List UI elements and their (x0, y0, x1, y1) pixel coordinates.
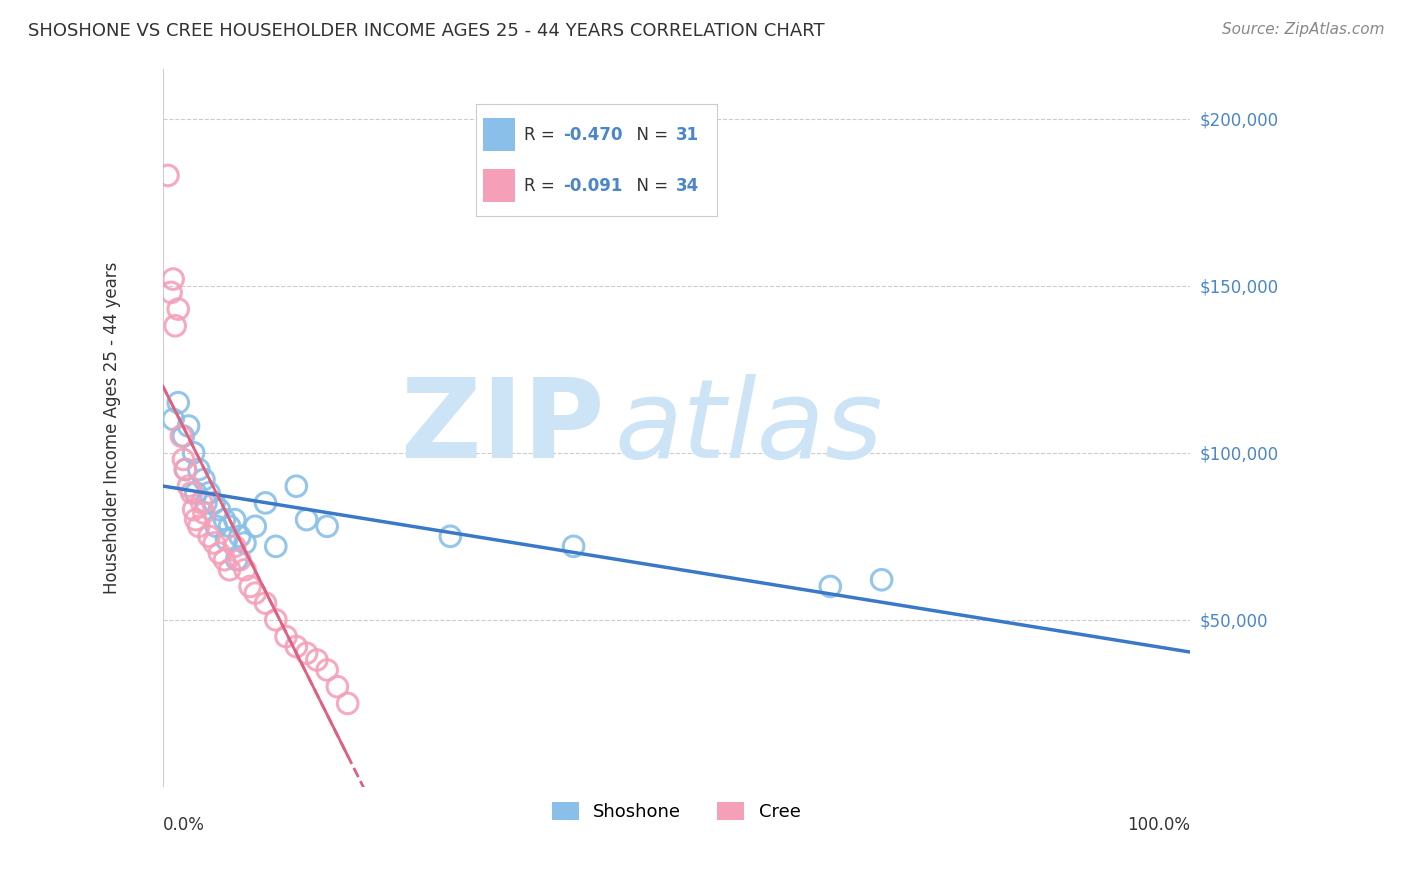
Point (183, 502, 205, 516)
Point (274, 630, 297, 644)
Point (191, 496, 214, 510)
Point (214, 552, 236, 566)
Point (295, 646, 318, 660)
Point (229, 529, 252, 543)
Point (160, 285, 183, 300)
Point (233, 563, 256, 577)
Point (264, 539, 287, 553)
Point (245, 519, 267, 533)
Point (177, 479, 200, 493)
Text: SHOSHONE VS CREE HOUSEHOLDER INCOME AGES 25 - 44 YEARS CORRELATION CHART: SHOSHONE VS CREE HOUSEHOLDER INCOME AGES… (28, 22, 825, 40)
Point (224, 539, 246, 553)
Point (167, 395, 190, 409)
Point (205, 519, 228, 533)
Point (162, 412, 184, 426)
Point (218, 519, 240, 533)
Point (254, 496, 277, 510)
Text: 100.0%: 100.0% (1126, 815, 1189, 834)
Point (562, 539, 585, 553)
Point (174, 462, 197, 476)
Point (208, 546, 231, 560)
Text: Source: ZipAtlas.com: Source: ZipAtlas.com (1222, 22, 1385, 37)
Point (202, 536, 225, 550)
Text: atlas: atlas (614, 375, 883, 481)
Point (177, 419, 200, 434)
Point (316, 519, 339, 533)
Point (239, 579, 262, 593)
Point (214, 513, 236, 527)
Point (233, 536, 256, 550)
Point (224, 513, 246, 527)
Point (193, 473, 215, 487)
Point (439, 529, 461, 543)
Point (305, 653, 328, 667)
Point (218, 563, 240, 577)
Point (295, 513, 318, 527)
Point (245, 586, 267, 600)
Text: ZIP: ZIP (401, 375, 605, 481)
Text: 0.0%: 0.0% (163, 815, 205, 834)
Point (180, 486, 202, 500)
Point (264, 613, 287, 627)
Point (162, 272, 184, 286)
Point (174, 462, 197, 476)
Point (183, 446, 205, 460)
Point (165, 318, 187, 333)
Point (285, 640, 308, 654)
Point (187, 519, 209, 533)
Point (172, 429, 194, 443)
Point (326, 680, 349, 694)
Point (184, 513, 207, 527)
Point (208, 502, 231, 516)
Point (194, 496, 217, 510)
Point (184, 486, 207, 500)
Point (198, 529, 221, 543)
Point (254, 596, 277, 610)
Text: Householder Income Ages 25 - 44 years: Householder Income Ages 25 - 44 years (103, 261, 121, 594)
Point (336, 697, 359, 711)
Legend: Shoshone, Cree: Shoshone, Cree (544, 795, 808, 828)
Point (187, 462, 209, 476)
Point (225, 552, 247, 566)
Point (193, 506, 215, 520)
Point (316, 663, 339, 677)
Point (870, 573, 893, 587)
Point (285, 479, 308, 493)
Point (820, 579, 842, 593)
Point (170, 429, 193, 443)
Point (172, 452, 194, 467)
Point (198, 486, 221, 500)
Point (167, 302, 190, 317)
Point (229, 552, 252, 566)
Point (202, 496, 225, 510)
Point (215, 533, 238, 547)
Point (156, 169, 179, 183)
